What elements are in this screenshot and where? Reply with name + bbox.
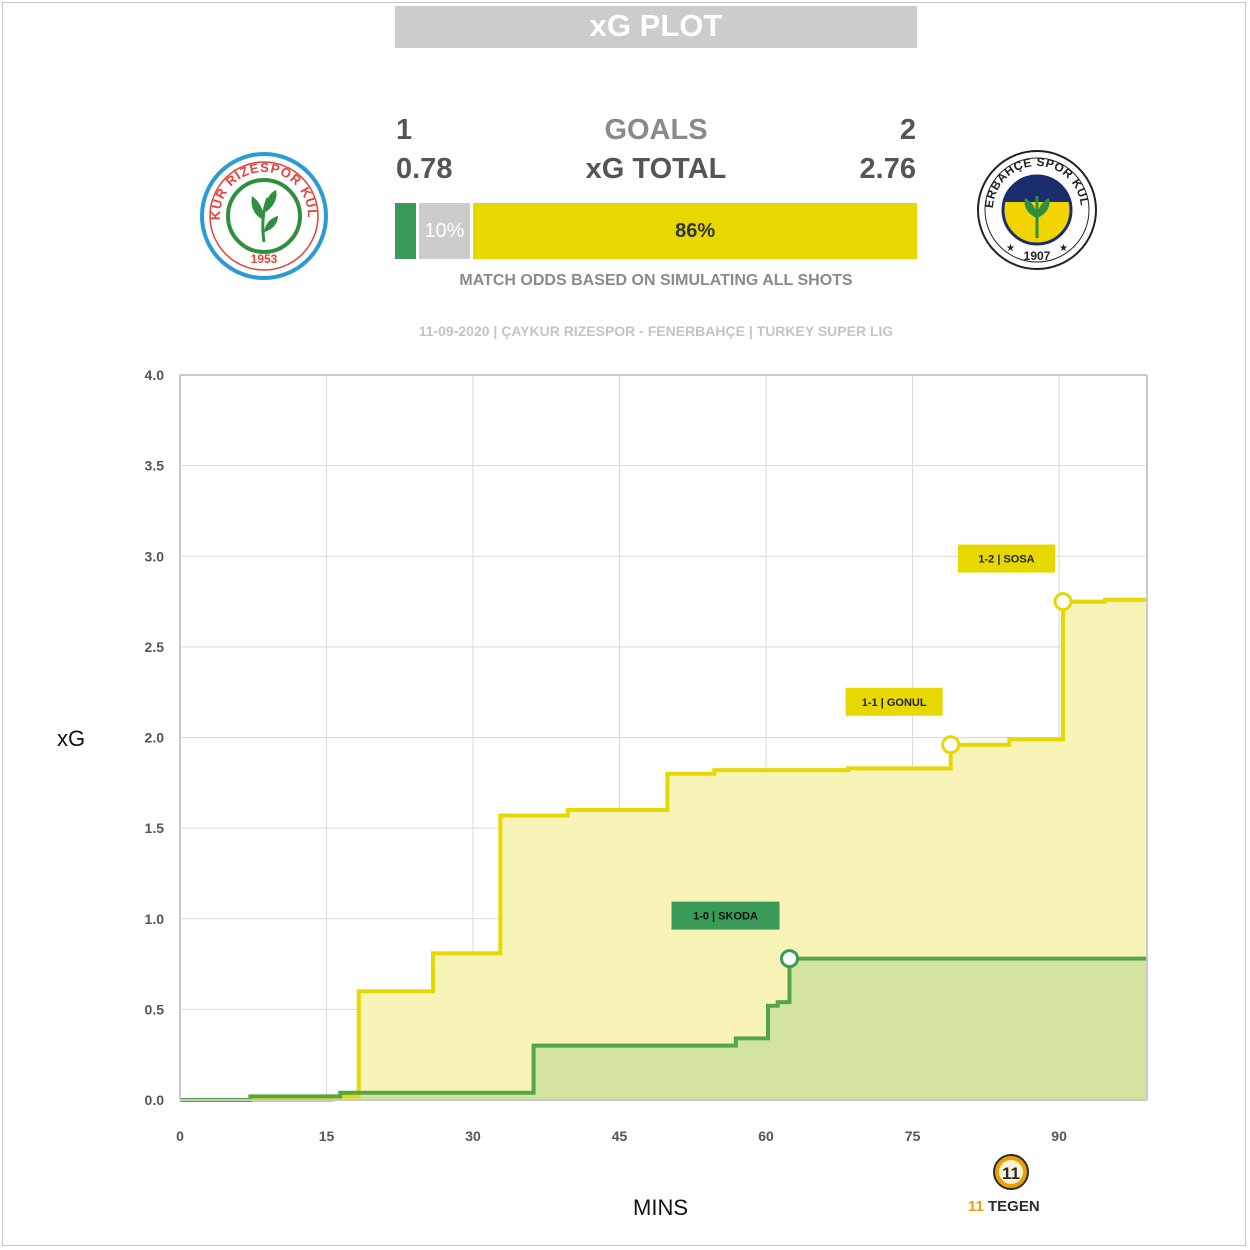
away-logo-year: 1907 — [1024, 249, 1051, 263]
away-club-logo: FENERBAHÇE SPOR KULÜBÜ ★ ★ 1907 — [975, 148, 1097, 270]
x-tick-label: 60 — [758, 1128, 774, 1144]
draw-odds-label: 10% — [424, 220, 465, 242]
y-tick-label: 4.0 — [145, 367, 165, 383]
brand-logo: 11 11 TEGEN — [968, 1154, 1040, 1215]
goal-annotation-label: 1-1 | GONUL — [862, 697, 927, 709]
goal-annotation-box — [671, 901, 780, 930]
home-xg-area — [180, 958, 1147, 1100]
home-xg-total: 0.78 — [396, 153, 453, 185]
y-tick-label: 3.0 — [145, 548, 165, 564]
x-tick-label: 15 — [319, 1128, 335, 1144]
x-tick-label: 30 — [465, 1128, 481, 1144]
brand-name-text: TEGEN — [988, 1198, 1040, 1215]
y-tick-label: 3.5 — [145, 458, 165, 474]
x-tick-label: 90 — [1051, 1128, 1067, 1144]
away-goals: 2 — [899, 114, 916, 146]
away-logo-star-right: ★ — [1059, 243, 1068, 254]
odds-caption: MATCH ODDS BASED ON SIMULATING ALL SHOTS — [459, 272, 853, 289]
goal-annotation-label: 1-2 | SOSA — [978, 554, 1034, 566]
x-tick-label: 75 — [905, 1128, 921, 1144]
brand-prefix-text: 11 — [968, 1198, 984, 1215]
xg-total-label: xG TOTAL — [585, 153, 727, 185]
plot-title: xG PLOT — [395, 6, 917, 48]
home-xg-line — [180, 956, 1147, 1102]
home-goals: 1 — [396, 114, 413, 146]
draw-odds-bar: 10% — [418, 203, 471, 259]
y-tick-label: 2.0 — [145, 730, 165, 746]
x-tick-label: 0 — [176, 1128, 184, 1144]
home-club-logo: ÇAYKUR RİZESPOR KULÜBÜ 1953 — [198, 150, 328, 280]
goal-annotation-label: 1-0 | SKODA — [693, 911, 758, 923]
match-info: 11-09-2020 | ÇAYKUR RIZESPOR - FENERBAHÇ… — [418, 323, 894, 339]
goal-marker — [1053, 592, 1073, 612]
y-tick-label: 0.0 — [145, 1092, 165, 1108]
y-axis-title: xG — [57, 726, 86, 751]
brand-emblem-text: 11 — [1002, 1164, 1020, 1183]
goal-marker — [780, 949, 800, 969]
home-logo-year: 1953 — [251, 252, 278, 266]
y-tick-label: 1.0 — [145, 911, 165, 927]
y-tick-label: 2.5 — [145, 639, 165, 655]
goals-label: GOALS — [604, 114, 708, 146]
away-win-odds-bar: 86% — [473, 203, 917, 259]
away-odds-label: 86% — [675, 220, 716, 242]
away-xg-total: 2.76 — [859, 153, 916, 185]
x-tick-label: 45 — [612, 1128, 628, 1144]
y-tick-label: 1.5 — [145, 820, 165, 836]
home-win-odds-bar — [395, 203, 416, 259]
x-axis-title: MINS — [633, 1195, 688, 1220]
y-tick-label: 0.5 — [145, 1001, 165, 1017]
goal-annotation-box — [845, 687, 943, 716]
away-logo-star-left: ★ — [1006, 243, 1015, 254]
goal-annotation-box — [957, 544, 1055, 573]
goal-marker — [941, 735, 961, 755]
away-xg-line — [180, 597, 1147, 1102]
